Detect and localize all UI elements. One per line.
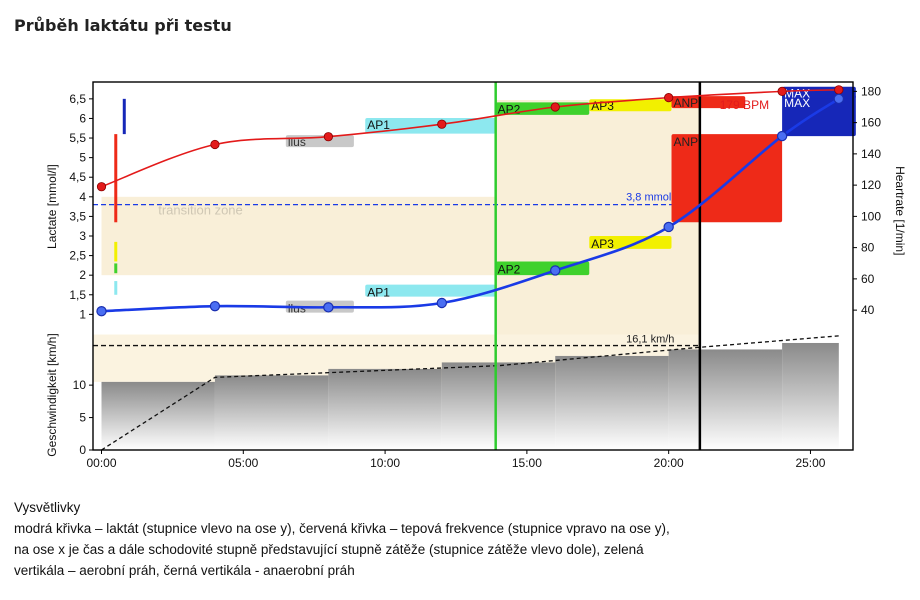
plot-frame — [92, 81, 854, 451]
heartrate-tick-label-6: 140 — [861, 147, 881, 161]
speed-tick-label-3: 10 — [73, 378, 87, 392]
speed-step-2 — [214, 375, 329, 450]
lactate-point-8 — [833, 93, 845, 105]
speed-step-3 — [328, 368, 442, 450]
speed-ramp-line — [101, 335, 839, 451]
zone-label-lactate-ap1: AP1 — [367, 286, 390, 300]
legend-line-3: vertikála – aerobní práh, černá vertikál… — [14, 563, 355, 578]
heartrate-tick-label-3: 80 — [861, 241, 875, 255]
zone-label-heartrate-llus: llus — [288, 135, 306, 149]
lactate-tick-label-8: 4,5 — [69, 170, 86, 184]
transition-zone-band — [101, 196, 496, 276]
lactate-tick-label-5: 3 — [79, 229, 86, 243]
speed-tick-label-1: 0 — [79, 443, 86, 457]
lactate-point-4 — [436, 297, 448, 309]
lactate-point-2 — [209, 300, 221, 312]
lactate-axis-title: Lactate [mmol/l] — [45, 164, 59, 249]
heartrate-point-7 — [777, 86, 787, 96]
lactate-point-7 — [776, 130, 788, 142]
heartrate-point-2 — [210, 139, 220, 150]
lactate-point-5 — [550, 265, 561, 276]
x-tick-label-4: 15:00 — [512, 456, 542, 470]
zone-label-heartrate-max: MAX — [784, 87, 810, 101]
left-marker-bar-3 — [114, 241, 118, 262]
lactate-tick-label-9: 5 — [79, 151, 86, 165]
heartrate-tick-label-4: 100 — [861, 209, 881, 223]
heartrate-point-3 — [323, 132, 333, 142]
zone-label-lactate-max: MAX — [784, 96, 810, 110]
x-tick-label-1: 00:00 — [86, 456, 116, 470]
speed-tick-label-2: 5 — [79, 411, 86, 425]
zone-box-lactate-ap2 — [495, 261, 590, 276]
heartrate-point-6 — [664, 93, 674, 103]
zone-box-lactate-ap1 — [365, 284, 496, 297]
zone-label-lactate-llus: llus — [288, 302, 306, 316]
zone-label-heartrate-anp: ANP — [674, 96, 699, 110]
lactate-point-1 — [96, 306, 107, 317]
legend-line-1: modrá křivka – laktát (stupnice vlevo na… — [14, 521, 670, 536]
zone-box-lactate-ap3 — [589, 235, 672, 249]
lactate-tick-label-2: 1,5 — [69, 288, 86, 302]
heartrate-point-4 — [437, 119, 447, 129]
left-marker-bar-2 — [114, 263, 118, 274]
lactate-tick-label-10: 5,5 — [69, 131, 86, 145]
heartrate-point-1 — [96, 182, 107, 192]
lactate-tick-label-1: 1 — [79, 307, 86, 321]
speed-step-6 — [668, 349, 783, 450]
heartrate-axis-title: Heartrate [1/min] — [893, 166, 907, 255]
lactate-chart: transition zone 16,1 km/h 3,8 mmol llus llus… — [45, 81, 907, 470]
zone-label-lactate-ap3: AP3 — [591, 237, 614, 251]
zone-label-heartrate-ap1: AP1 — [367, 118, 390, 132]
speed-step-4 — [441, 362, 556, 450]
zone-box-lactate-max — [782, 94, 856, 137]
speed-step-5 — [555, 355, 669, 450]
zone-label-lactate-anp: ANP — [674, 135, 699, 149]
zone-label-lactate-ap2: AP2 — [498, 262, 521, 276]
transition-zone-label: transition zone — [158, 202, 243, 217]
lactate-tick-label-3: 2 — [79, 268, 86, 282]
legend-heading: Vysvětlivky — [14, 500, 81, 515]
heartrate-tick-label-2: 60 — [861, 272, 875, 286]
lactate-point-6 — [663, 221, 674, 233]
page-title: Průběh laktátu při testu — [14, 16, 232, 35]
x-tick-label-2: 05:00 — [228, 456, 258, 470]
lactate-tick-label-11: 6 — [79, 111, 86, 125]
left-marker-bar-5 — [122, 98, 126, 135]
speed-axis-title: Geschwindigkeit [km/h] — [45, 333, 59, 456]
speed-reference-label: 16,1 km/h — [626, 334, 674, 346]
lactate-point-3 — [323, 302, 334, 313]
legend: Vysvětlivky modrá křivka – laktát (stupn… — [14, 497, 894, 581]
lactate-tick-label-4: 2,5 — [69, 249, 86, 263]
heartrate-point-5 — [550, 102, 560, 112]
speed-step-1 — [101, 381, 215, 450]
lactate-curve — [101, 97, 840, 313]
lactate-tick-label-12: 6,5 — [69, 92, 86, 106]
lactate-tick-label-6: 3,5 — [69, 209, 86, 223]
heartrate-point-8 — [834, 85, 844, 95]
x-tick-label-5: 20:00 — [654, 456, 684, 470]
speed-step-7 — [782, 342, 839, 450]
left-marker-bar-4 — [114, 134, 118, 223]
lactate-tick-label-7: 4 — [79, 190, 86, 204]
legend-line-2: na ose x je čas a dále schodovité stupně… — [14, 542, 644, 557]
heartrate-reference-label: 179 BPM — [720, 98, 769, 112]
heartrate-tick-label-7: 160 — [861, 116, 881, 130]
left-marker-bar-1 — [114, 281, 118, 295]
heartrate-tick-label-1: 40 — [861, 303, 875, 317]
x-tick-label-3: 10:00 — [370, 456, 400, 470]
x-tick-label-6: 25:00 — [795, 456, 825, 470]
heartrate-tick-label-5: 120 — [861, 178, 881, 192]
lactate-reference-label: 3,8 mmol — [626, 192, 671, 204]
heartrate-tick-label-8: 180 — [861, 84, 881, 98]
zone-box-heartrate-anp — [671, 96, 746, 109]
